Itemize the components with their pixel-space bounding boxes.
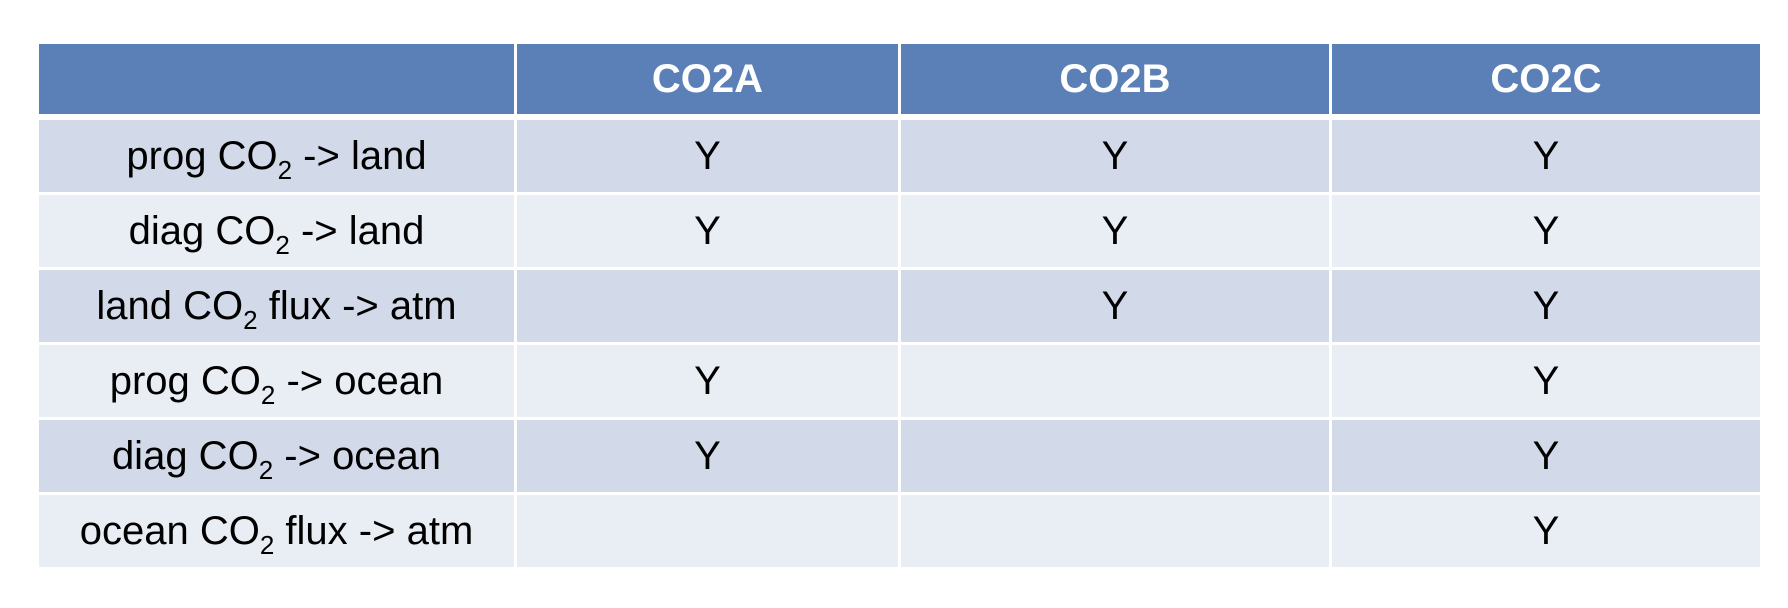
row-label: land CO2 flux -> atm (36, 267, 517, 345)
cell-co2c: Y (1329, 417, 1763, 495)
cell-co2c: Y (1329, 267, 1763, 345)
cell-co2c: Y (1329, 192, 1763, 270)
row-label-text: -> ocean (275, 358, 444, 403)
row-label-text: diag CO (111, 433, 259, 478)
cell-co2b: Y (898, 192, 1332, 270)
table-row: diag CO2 -> ocean Y Y (36, 417, 1763, 495)
row-label: diag CO2 -> land (36, 192, 517, 270)
table-row: land CO2 flux -> atm Y Y (36, 267, 1763, 345)
cell-co2a (514, 267, 901, 345)
row-label: ocean CO2 flux -> atm (36, 492, 517, 570)
row-label: prog CO2 -> ocean (36, 342, 517, 420)
row-label-subscript: 2 (258, 454, 274, 485)
row-label-text: -> ocean (273, 433, 442, 478)
row-label-text: prog CO (109, 358, 261, 403)
table-row: prog CO2 -> ocean Y Y (36, 342, 1763, 420)
header-cell-co2a: CO2A (514, 41, 901, 120)
header-cell-co2c: CO2C (1329, 41, 1763, 120)
row-label: diag CO2 -> ocean (36, 417, 517, 495)
table-row: prog CO2 -> land Y Y Y (36, 115, 1763, 195)
co2-config-table: CO2A CO2B CO2C prog CO2 -> land Y Y Y di… (36, 41, 1763, 570)
row-label-subscript: 2 (277, 154, 293, 185)
header-cell-co2b: CO2B (898, 41, 1332, 120)
row-label-text: -> land (292, 133, 427, 178)
cell-co2c: Y (1329, 492, 1763, 570)
cell-co2b (898, 417, 1332, 495)
cell-co2b (898, 342, 1332, 420)
cell-co2a: Y (514, 115, 901, 195)
table-row: ocean CO2 flux -> atm Y (36, 492, 1763, 570)
cell-co2b: Y (898, 115, 1332, 195)
row-label-text: diag CO (128, 208, 276, 253)
row-label-text: flux -> atm (274, 508, 474, 553)
co2-config-table-container: CO2A CO2B CO2C prog CO2 -> land Y Y Y di… (36, 41, 1763, 570)
row-label-subscript: 2 (275, 229, 290, 260)
row-label-subscript: 2 (259, 529, 275, 560)
row-label-text: prog CO (126, 133, 278, 178)
row-label: prog CO2 -> land (36, 115, 517, 195)
header-row: CO2A CO2B CO2C (36, 41, 1763, 120)
table-row: diag CO2 -> land Y Y Y (36, 192, 1763, 270)
row-label-text: flux -> atm (257, 283, 457, 328)
cell-co2a: Y (514, 192, 901, 270)
header-cell-empty (36, 41, 517, 120)
cell-co2c: Y (1329, 115, 1763, 195)
cell-co2b (898, 492, 1332, 570)
cell-co2a (514, 492, 901, 570)
cell-co2a: Y (514, 417, 901, 495)
cell-co2b: Y (898, 267, 1332, 345)
row-label-text: land CO (96, 283, 244, 328)
cell-co2a: Y (514, 342, 901, 420)
cell-co2c: Y (1329, 342, 1763, 420)
row-label-subscript: 2 (243, 304, 258, 335)
row-label-text: ocean CO (79, 508, 260, 553)
row-label-subscript: 2 (260, 379, 276, 410)
row-label-text: -> land (289, 208, 425, 253)
